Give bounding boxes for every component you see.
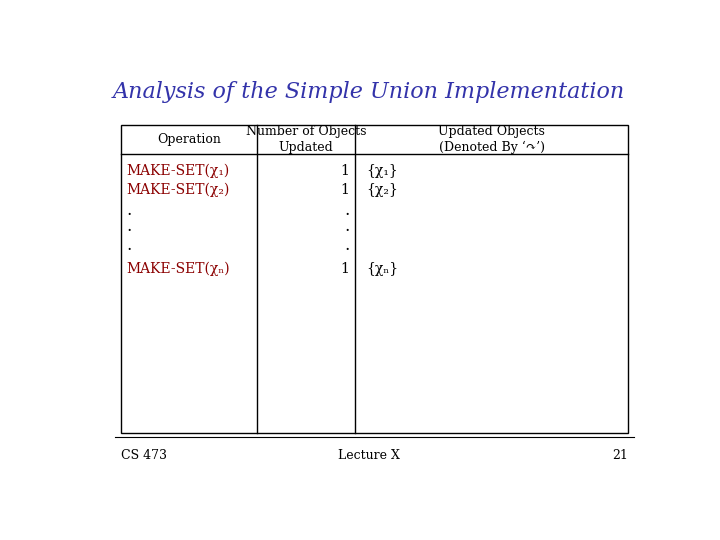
Text: Analysis of the Simple Union Implementation: Analysis of the Simple Union Implementat… (113, 81, 625, 103)
Text: .: . (344, 219, 349, 235)
Text: Operation: Operation (157, 133, 221, 146)
Text: .: . (126, 202, 132, 219)
Text: .: . (344, 237, 349, 254)
Text: {χ₂}: {χ₂} (366, 183, 398, 197)
Text: .: . (126, 219, 132, 235)
Text: MAKE-SET(χ₁): MAKE-SET(χ₁) (126, 164, 230, 178)
Text: 1: 1 (341, 164, 349, 178)
Text: {χₙ}: {χₙ} (366, 261, 398, 275)
Text: .: . (344, 202, 349, 219)
Text: 1: 1 (341, 183, 349, 197)
Text: CS 473: CS 473 (121, 449, 167, 462)
Text: Number of Objects
Updated: Number of Objects Updated (246, 125, 366, 154)
Text: 21: 21 (613, 449, 629, 462)
Text: 1: 1 (341, 261, 349, 275)
Text: Updated Objects
(Denoted By ‘↷’): Updated Objects (Denoted By ‘↷’) (438, 125, 545, 154)
Text: {χ₁}: {χ₁} (366, 164, 398, 178)
Text: MAKE-SET(χ₂): MAKE-SET(χ₂) (126, 183, 230, 197)
Text: .: . (126, 237, 132, 254)
Bar (121, 125, 629, 433)
Text: MAKE-SET(χₙ): MAKE-SET(χₙ) (126, 261, 230, 276)
Text: Lecture X: Lecture X (338, 449, 400, 462)
